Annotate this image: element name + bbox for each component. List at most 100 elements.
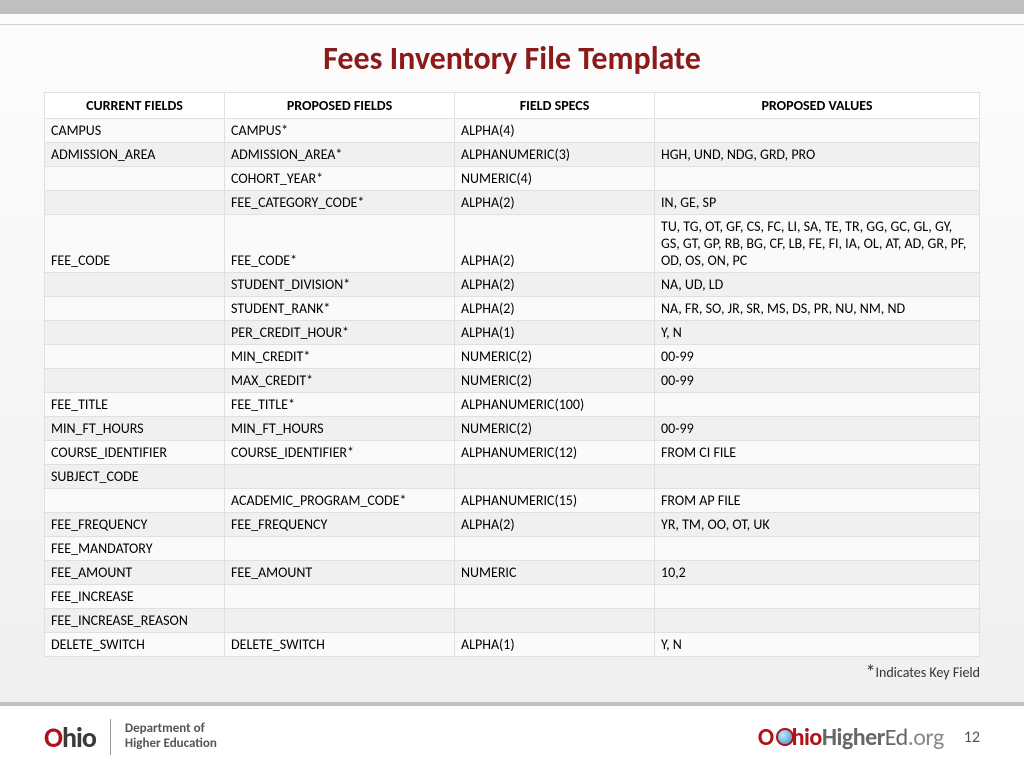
ohio-logo: Ohio — [44, 720, 96, 755]
table-cell: MIN_CREDIT* — [225, 345, 455, 369]
table-cell: MAX_CREDIT* — [225, 369, 455, 393]
table-cell: FEE_TITLE* — [225, 393, 455, 417]
table-cell: FEE_CODE* — [225, 215, 455, 273]
page-number: 12 — [964, 728, 980, 747]
table-cell: FEE_CODE — [45, 215, 225, 273]
table-cell: ALPHANUMERIC(12) — [455, 441, 655, 465]
table-row: FEE_FREQUENCYFEE_FREQUENCYALPHA(2)YR, TM… — [45, 513, 980, 537]
table-row: CAMPUSCAMPUS*ALPHA(4) — [45, 119, 980, 143]
table-cell — [45, 369, 225, 393]
table-container: CURRENT FIELDS PROPOSED FIELDS FIELD SPE… — [0, 92, 1024, 657]
table-cell: ALPHA(1) — [455, 321, 655, 345]
table-cell: ALPHANUMERIC(3) — [455, 143, 655, 167]
table-cell — [455, 537, 655, 561]
table-cell — [225, 585, 455, 609]
table-row: PER_CREDIT_HOUR*ALPHA(1)Y, N — [45, 321, 980, 345]
table-cell: ALPHA(2) — [455, 191, 655, 215]
table-cell: DELETE_SWITCH — [45, 633, 225, 657]
table-row: STUDENT_DIVISION*ALPHA(2)NA, UD, LD — [45, 273, 980, 297]
table-cell: NUMERIC(2) — [455, 369, 655, 393]
footer: Ohio Department of Higher Education Ohio… — [0, 706, 1024, 768]
fees-table: CURRENT FIELDS PROPOSED FIELDS FIELD SPE… — [44, 92, 980, 657]
table-row: COURSE_IDENTIFIERCOURSE_IDENTIFIER*ALPHA… — [45, 441, 980, 465]
table-row: ACADEMIC_PROGRAM_CODE*ALPHANUMERIC(15)FR… — [45, 489, 980, 513]
table-cell: ADMISSION_AREA* — [225, 143, 455, 167]
table-cell: ADMISSION_AREA — [45, 143, 225, 167]
table-cell: ALPHA(2) — [455, 273, 655, 297]
table-cell: MIN_FT_HOURS — [45, 417, 225, 441]
table-row: SUBJECT_CODE — [45, 465, 980, 489]
table-row: COHORT_YEAR*NUMERIC(4) — [45, 167, 980, 191]
table-cell — [45, 489, 225, 513]
table-cell: SUBJECT_CODE — [45, 465, 225, 489]
col-proposed-fields: PROPOSED FIELDS — [225, 93, 455, 119]
table-cell — [45, 273, 225, 297]
header-row: CURRENT FIELDS PROPOSED FIELDS FIELD SPE… — [45, 93, 980, 119]
table-cell — [455, 609, 655, 633]
table-row: FEE_INCREASE — [45, 585, 980, 609]
table-cell — [655, 585, 980, 609]
table-cell: Y, N — [655, 321, 980, 345]
highered-logo-block: OhioHigherEd.org 12 — [758, 723, 980, 752]
table-cell: COURSE_IDENTIFIER — [45, 441, 225, 465]
table-cell — [655, 537, 980, 561]
table-cell: DELETE_SWITCH — [225, 633, 455, 657]
table-cell: FEE_CATEGORY_CODE* — [225, 191, 455, 215]
table-cell: FEE_INCREASE_REASON — [45, 609, 225, 633]
table-row: FEE_INCREASE_REASON — [45, 609, 980, 633]
table-cell: NUMERIC(4) — [455, 167, 655, 191]
table-cell: MIN_FT_HOURS — [225, 417, 455, 441]
table-cell: FEE_MANDATORY — [45, 537, 225, 561]
table-cell: CAMPUS — [45, 119, 225, 143]
table-cell: FEE_AMOUNT — [225, 561, 455, 585]
table-cell: 10,2 — [655, 561, 980, 585]
page-title: Fees Inventory File Template — [0, 39, 1024, 78]
table-cell: FEE_FREQUENCY — [225, 513, 455, 537]
highered-logo: OhioHigherEd.org — [758, 723, 944, 752]
table-cell: NA, UD, LD — [655, 273, 980, 297]
ohio-logo-block: Ohio Department of Higher Education — [44, 719, 217, 755]
table-cell — [225, 465, 455, 489]
table-cell: ALPHANUMERIC(15) — [455, 489, 655, 513]
table-cell: NUMERIC — [455, 561, 655, 585]
table-row: MAX_CREDIT*NUMERIC(2)00-99 — [45, 369, 980, 393]
logo-divider — [110, 719, 111, 755]
table-cell: FEE_TITLE — [45, 393, 225, 417]
table-row: FEE_CATEGORY_CODE*ALPHA(2)IN, GE, SP — [45, 191, 980, 215]
table-cell — [655, 609, 980, 633]
table-cell: STUDENT_RANK* — [225, 297, 455, 321]
table-cell — [655, 119, 980, 143]
divider-line — [0, 24, 1024, 25]
table-cell: ALPHA(2) — [455, 513, 655, 537]
table-cell: Y, N — [655, 633, 980, 657]
top-bar — [0, 0, 1024, 14]
table-cell: STUDENT_DIVISION* — [225, 273, 455, 297]
table-cell: IN, GE, SP — [655, 191, 980, 215]
table-cell: ALPHANUMERIC(100) — [455, 393, 655, 417]
table-cell: 00-99 — [655, 369, 980, 393]
table-cell — [655, 167, 980, 191]
table-cell: TU, TG, OT, GF, CS, FC, LI, SA, TE, TR, … — [655, 215, 980, 273]
table-row: STUDENT_RANK*ALPHA(2)NA, FR, SO, JR, SR,… — [45, 297, 980, 321]
table-cell: NUMERIC(2) — [455, 345, 655, 369]
table-row: MIN_FT_HOURSMIN_FT_HOURSNUMERIC(2)00-99 — [45, 417, 980, 441]
table-cell: FEE_AMOUNT — [45, 561, 225, 585]
table-cell: NA, FR, SO, JR, SR, MS, DS, PR, NU, NM, … — [655, 297, 980, 321]
table-cell — [45, 345, 225, 369]
table-row: FEE_TITLEFEE_TITLE*ALPHANUMERIC(100) — [45, 393, 980, 417]
table-cell: FROM CI FILE — [655, 441, 980, 465]
table-cell: PER_CREDIT_HOUR* — [225, 321, 455, 345]
table-cell — [455, 585, 655, 609]
table-cell: COHORT_YEAR* — [225, 167, 455, 191]
table-cell — [45, 321, 225, 345]
table-cell — [225, 609, 455, 633]
dept-line2: Higher Education — [125, 737, 217, 752]
table-cell: ALPHA(4) — [455, 119, 655, 143]
table-cell — [655, 393, 980, 417]
table-cell — [225, 537, 455, 561]
dept-line1: Department of — [125, 722, 217, 737]
table-cell: CAMPUS* — [225, 119, 455, 143]
footnote: *Indicates Key Field — [0, 657, 1024, 685]
table-cell: ACADEMIC_PROGRAM_CODE* — [225, 489, 455, 513]
table-cell: HGH, UND, NDG, GRD, PRO — [655, 143, 980, 167]
